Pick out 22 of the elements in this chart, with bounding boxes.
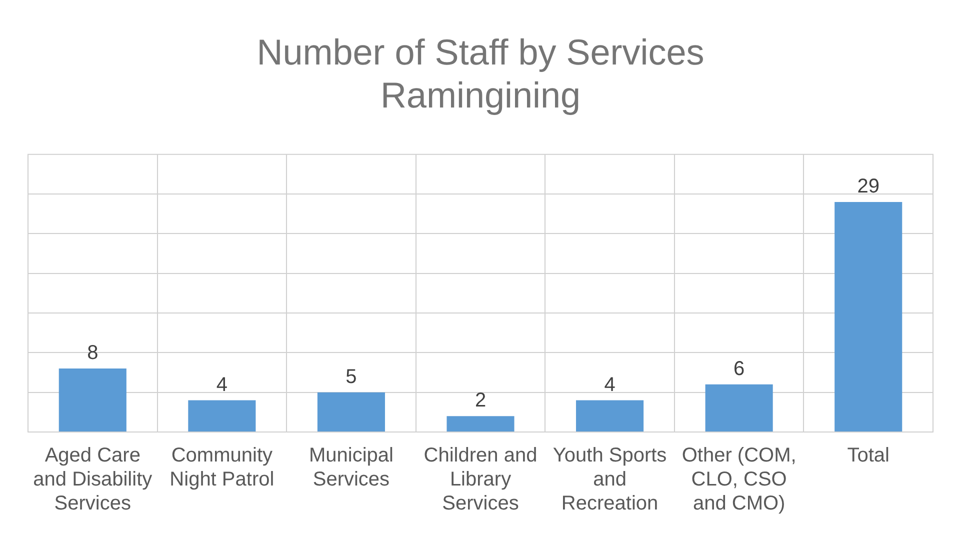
bar — [446, 416, 514, 432]
x-tick-label: Children and Library Services — [424, 444, 538, 515]
bar — [317, 392, 385, 432]
chart-title: Number of Staff by Services Ramingining — [256, 32, 704, 116]
x-tick-label: Community Night Patrol — [170, 444, 274, 491]
x-tick-label: Aged Care and Disability Services — [33, 444, 152, 515]
bar — [576, 400, 644, 432]
data-label: 6 — [734, 358, 745, 380]
data-label: 4 — [216, 374, 228, 396]
bar — [834, 202, 902, 432]
x-tick-label: Youth Sports and Recreation — [552, 444, 667, 515]
data-label: 2 — [474, 390, 486, 412]
data-label: 29 — [857, 176, 880, 198]
x-tick-label: Other (COM, CLO, CSO and CMO) — [682, 444, 796, 515]
bar — [58, 368, 126, 432]
x-tick-label: Total — [847, 444, 890, 467]
data-label: 4 — [604, 374, 616, 396]
bar — [705, 384, 773, 432]
x-tick-label: Municipal Services — [308, 444, 394, 491]
bar — [188, 400, 256, 432]
data-label: 8 — [87, 342, 98, 364]
data-label: 5 — [346, 366, 357, 388]
